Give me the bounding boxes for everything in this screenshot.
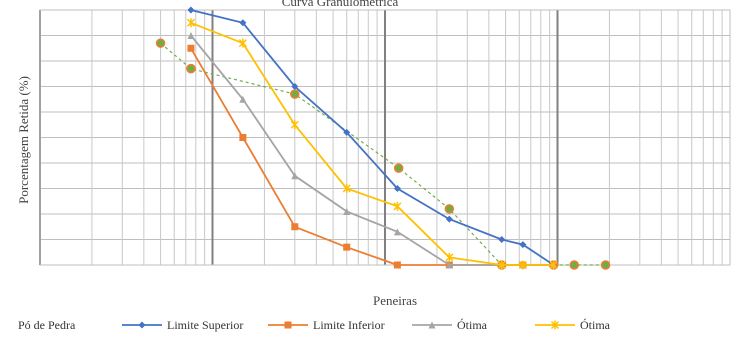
data-point — [518, 260, 527, 270]
data-point — [549, 260, 558, 270]
data-point — [155, 38, 166, 48]
data-point — [138, 321, 146, 329]
series-line — [190, 34, 554, 266]
data-point — [498, 236, 506, 243]
data-point — [343, 243, 351, 251]
data-point — [393, 228, 401, 236]
data-point — [393, 201, 402, 211]
data-point — [239, 19, 247, 27]
series-line — [190, 21, 554, 266]
data-point — [428, 321, 436, 329]
series-2 — [187, 44, 558, 269]
data-point — [187, 44, 195, 52]
data-point — [393, 163, 404, 173]
legend-item: Limite Inferior — [268, 318, 385, 332]
legend-label: Ótima — [580, 318, 611, 332]
data-point — [519, 241, 527, 249]
legend: Pó de Pedra Limite Superior Limite Inferio… — [18, 318, 611, 332]
series-4 — [186, 18, 558, 270]
series-line — [160, 42, 606, 266]
series-3 — [187, 32, 558, 269]
data-point — [290, 89, 300, 99]
data-point — [290, 120, 299, 130]
legend-item: Pó de Pedra — [18, 318, 76, 332]
data-point — [444, 204, 455, 214]
y-axis-title: Porcentagem Retida (%) — [16, 76, 31, 204]
data-point — [342, 184, 351, 193]
data-point — [187, 32, 195, 39]
data-point — [393, 185, 401, 192]
legend-item: Limite Superior — [122, 318, 243, 332]
data-point — [291, 223, 299, 231]
legend-label: Pó de Pedra — [18, 318, 76, 332]
series-layer — [155, 6, 611, 270]
data-point — [569, 260, 579, 270]
data-point — [291, 83, 299, 90]
x-axis-title: Peneiras — [373, 293, 417, 308]
data-point — [497, 260, 506, 270]
data-point — [600, 260, 611, 270]
data-point — [550, 320, 560, 330]
chart-title: Curva Granulométrica — [282, 0, 399, 9]
data-point — [238, 38, 247, 48]
data-point — [291, 172, 299, 180]
legend-item: Ótima — [412, 318, 488, 332]
data-point — [239, 95, 247, 103]
plot-frame — [39, 9, 731, 266]
data-point — [343, 207, 351, 215]
data-point — [284, 321, 292, 329]
data-point — [393, 261, 401, 269]
series-0 — [155, 38, 611, 270]
legend-label: Limite Superior — [167, 318, 243, 332]
data-point — [445, 261, 453, 269]
legend-label: Ótima — [457, 318, 488, 332]
data-point — [343, 128, 351, 136]
data-point — [445, 215, 453, 223]
series-line — [190, 47, 554, 266]
data-point — [186, 18, 195, 28]
data-point — [445, 252, 454, 262]
data-point — [186, 63, 196, 74]
chart-grid — [39, 9, 731, 266]
data-point — [187, 6, 195, 14]
legend-label: Limite Inferior — [313, 318, 385, 332]
data-point — [239, 134, 247, 141]
legend-item: Ótima — [535, 318, 611, 332]
